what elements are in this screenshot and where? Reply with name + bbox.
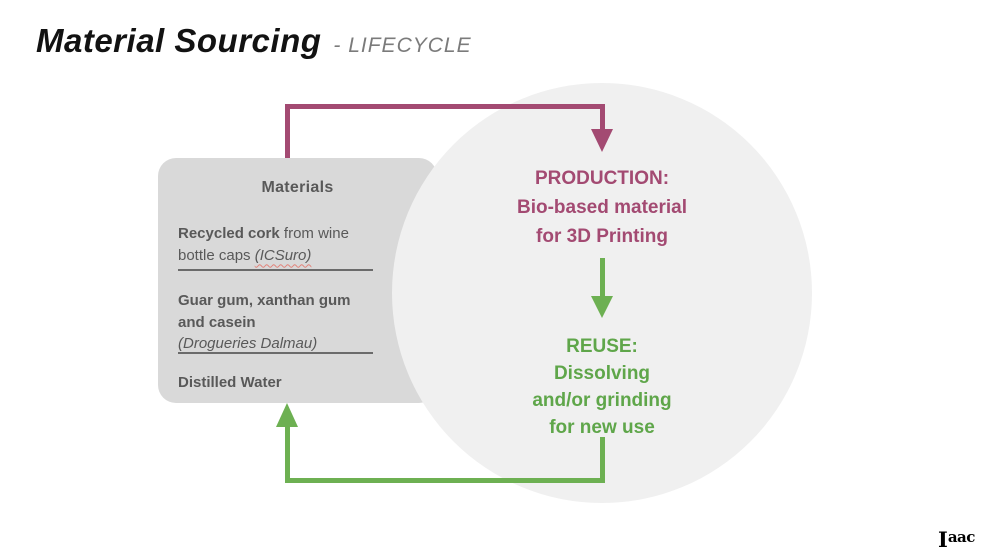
- production-arrowhead-icon: [591, 129, 613, 152]
- production-arrow-segment: [285, 104, 290, 158]
- iaac-logo: Iaac: [938, 527, 975, 552]
- title-row: Material Sourcing - LIFECYCLE: [36, 22, 472, 60]
- return-arrow-segment: [285, 478, 605, 483]
- divider: [178, 269, 373, 271]
- divider: [178, 352, 373, 354]
- material-item-gums-casein: Guar gum, xanthan gum and casein (Drogueri…: [178, 292, 351, 352]
- reuse-arrow-segment: [600, 258, 605, 298]
- return-arrow-segment: [600, 437, 605, 483]
- material-item-recycled-cork: Recycled cork from wine bottle caps (ICSu…: [178, 225, 349, 264]
- page-subtitle: - LIFECYCLE: [333, 34, 472, 57]
- reuse-arrowhead-icon: [591, 296, 613, 318]
- production-arrow-segment: [600, 104, 605, 132]
- return-arrow-segment: [285, 426, 290, 483]
- material-source: (Drogueries Dalmau): [178, 335, 318, 352]
- material-source: (ICSuro): [254, 246, 312, 264]
- production-label: PRODUCTION: Bio-based material for 3D Pr…: [517, 168, 687, 247]
- page-title: Material Sourcing: [36, 22, 322, 59]
- production-arrow-segment: [285, 104, 605, 109]
- reuse-label: REUSE: Dissolving and/or grinding for ne…: [532, 336, 672, 438]
- materials-panel: Materials Recycled cork from wine bottle …: [158, 158, 437, 403]
- materials-header: Materials: [261, 179, 334, 196]
- return-arrowhead-icon: [276, 403, 298, 427]
- material-item-distilled-water: Distilled Water: [178, 374, 282, 391]
